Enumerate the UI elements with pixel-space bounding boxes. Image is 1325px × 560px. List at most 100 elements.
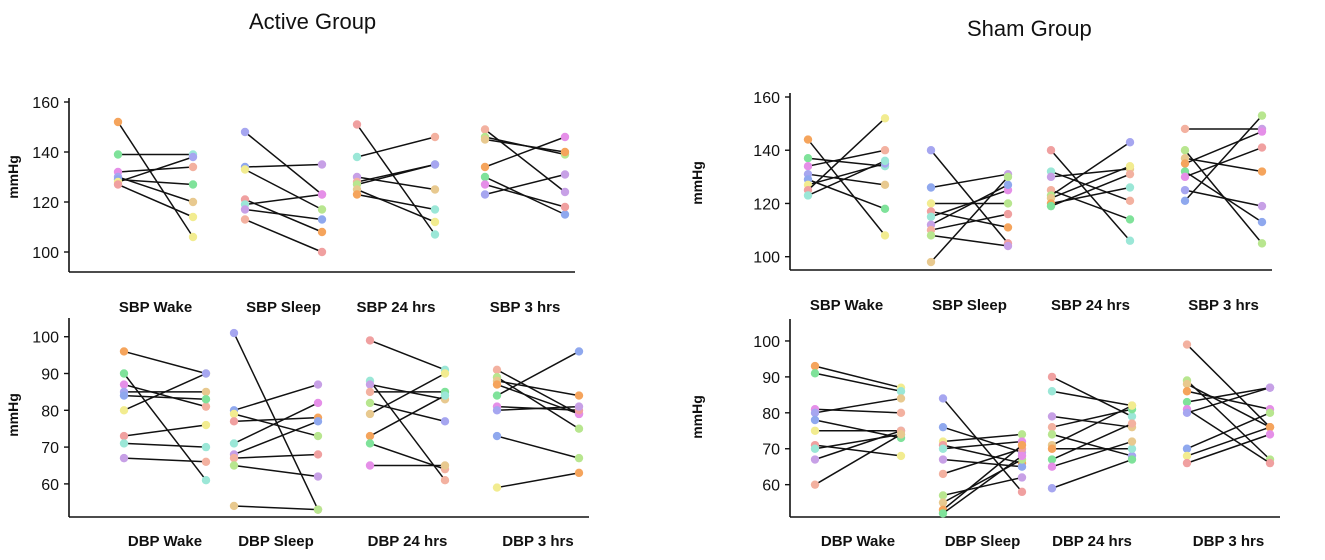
point-after [560, 187, 570, 197]
point-before [938, 509, 948, 518]
pair-line [1184, 130, 1263, 165]
point-after [560, 132, 570, 142]
point-before [938, 422, 948, 432]
point-before [1180, 124, 1190, 134]
pair-line [814, 365, 902, 389]
pair-line [1050, 189, 1131, 221]
point-before [926, 231, 936, 240]
point-before [229, 501, 239, 511]
pair-line [233, 402, 319, 445]
pair-line [123, 457, 207, 463]
pair-line [942, 448, 1023, 475]
pair-line [496, 472, 580, 489]
pair-line [807, 160, 886, 197]
point-before [229, 453, 239, 463]
point-before [365, 431, 375, 441]
point-after [313, 472, 323, 481]
point-before [480, 135, 490, 144]
point-after [1127, 401, 1137, 410]
category-label: SBP 24 hrs [357, 299, 436, 316]
category-label: SBP Sleep [932, 297, 1007, 314]
pair-line [1184, 157, 1263, 173]
point-after [880, 114, 890, 123]
point-after [188, 197, 198, 207]
point-before [480, 172, 490, 182]
category-label: DBP Wake [821, 533, 895, 550]
pair-line [1186, 344, 1271, 428]
point-after [1265, 458, 1275, 468]
pair-line [807, 139, 886, 236]
point-before [119, 431, 129, 441]
point-before [1180, 196, 1190, 205]
point-before [803, 191, 813, 200]
pair-line [356, 188, 436, 223]
point-after [574, 402, 584, 411]
point-after [1017, 451, 1027, 461]
point-after [1017, 487, 1027, 497]
point-after [188, 162, 198, 172]
pair-line [942, 440, 1023, 450]
point-after [313, 398, 323, 408]
chart-active-group-dbp: 60 70 80 90 100 mmHg DBP Wake DBP Sleep DBP 24 h… [5, 318, 589, 550]
y-axis-label: mmHg [689, 395, 705, 439]
point-before [492, 406, 502, 415]
point-after [1265, 422, 1275, 432]
pair-line [814, 372, 902, 392]
category-label: DBP Wake [128, 533, 202, 550]
pair-line [369, 339, 446, 371]
point-after [1003, 199, 1013, 208]
point-after [1125, 183, 1135, 192]
point-before [492, 391, 502, 400]
category-label: DBP 24 hrs [1052, 533, 1132, 550]
pair-line [1050, 168, 1131, 178]
point-before [926, 199, 936, 208]
point-after [1003, 180, 1013, 190]
pair-line [233, 505, 319, 511]
point-after [313, 417, 323, 426]
point-before [803, 162, 813, 171]
point-before [492, 380, 502, 389]
pair-line [930, 189, 1009, 218]
point-before [352, 152, 362, 162]
point-after [201, 457, 211, 467]
point-after [188, 212, 198, 222]
point-before [229, 461, 239, 470]
pair-line [1051, 440, 1133, 468]
y-tick-label: 160 [32, 95, 59, 112]
point-before [119, 453, 129, 463]
point-before [1180, 185, 1190, 195]
point-before [365, 461, 375, 470]
point-after [1017, 462, 1027, 471]
category-label: SBP Wake [119, 299, 192, 316]
pair-line [356, 136, 436, 158]
pair-line [484, 173, 566, 196]
point-after [880, 146, 890, 155]
point-after [430, 230, 440, 239]
point-before [365, 387, 375, 397]
pair-line [117, 156, 194, 183]
pair-line [1051, 390, 1133, 407]
point-before [810, 361, 820, 371]
pair-line [233, 464, 319, 478]
point-before [113, 150, 123, 159]
pair-line [369, 380, 446, 481]
point-after [1265, 383, 1275, 392]
point-after [1127, 412, 1137, 421]
pair-line [942, 433, 1023, 443]
point-before [1182, 408, 1192, 418]
point-before [1182, 387, 1192, 396]
pair-line [233, 416, 319, 423]
point-before [1180, 159, 1190, 168]
point-before [938, 491, 948, 500]
pair-line [496, 435, 580, 459]
point-before [492, 431, 502, 441]
point-before [119, 347, 129, 356]
pair-line [1050, 173, 1131, 207]
point-before [119, 369, 129, 378]
pair-line [1186, 426, 1271, 457]
category-label: SBP 24 hrs [1051, 297, 1130, 314]
pair-line [942, 455, 1023, 515]
point-after [880, 231, 890, 240]
point-before [113, 117, 123, 127]
